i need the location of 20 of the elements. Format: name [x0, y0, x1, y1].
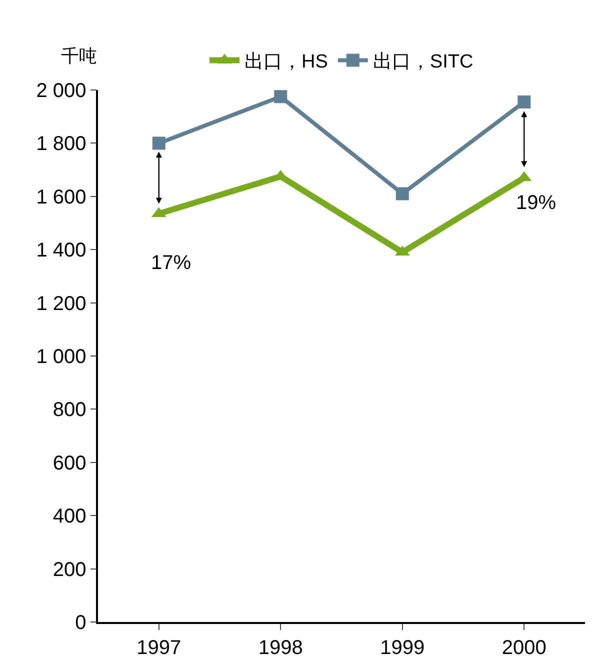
y-tick-label: 1 600 — [36, 186, 86, 208]
x-tick-label: 2000 — [502, 636, 546, 659]
y-tick-label: 0 — [75, 612, 86, 634]
y-tick-label: 800 — [52, 399, 86, 422]
y-axis-title: 千吨 — [61, 46, 97, 67]
annotation: 19% — [516, 192, 556, 214]
y-tick-label: 600 — [52, 452, 86, 474]
x-tick-label: 1998 — [258, 636, 303, 659]
legend-label: 出口，SITC — [372, 52, 474, 73]
y-tick-label: 200 — [52, 558, 86, 581]
legend-label: 出口，HS — [244, 52, 328, 73]
y-tick-label: 2 000 — [36, 80, 86, 102]
y-tick-label: 400 — [52, 506, 86, 528]
y-tick-label: 1 400 — [36, 240, 86, 262]
y-tick-label: 1 200 — [36, 292, 86, 315]
x-tick-label: 1997 — [136, 636, 182, 659]
y-tick-label: 1 800 — [36, 133, 86, 156]
y-tick-label: 1 000 — [36, 346, 86, 368]
x-tick-label: 1999 — [380, 636, 425, 659]
annotation: 17% — [151, 252, 192, 274]
